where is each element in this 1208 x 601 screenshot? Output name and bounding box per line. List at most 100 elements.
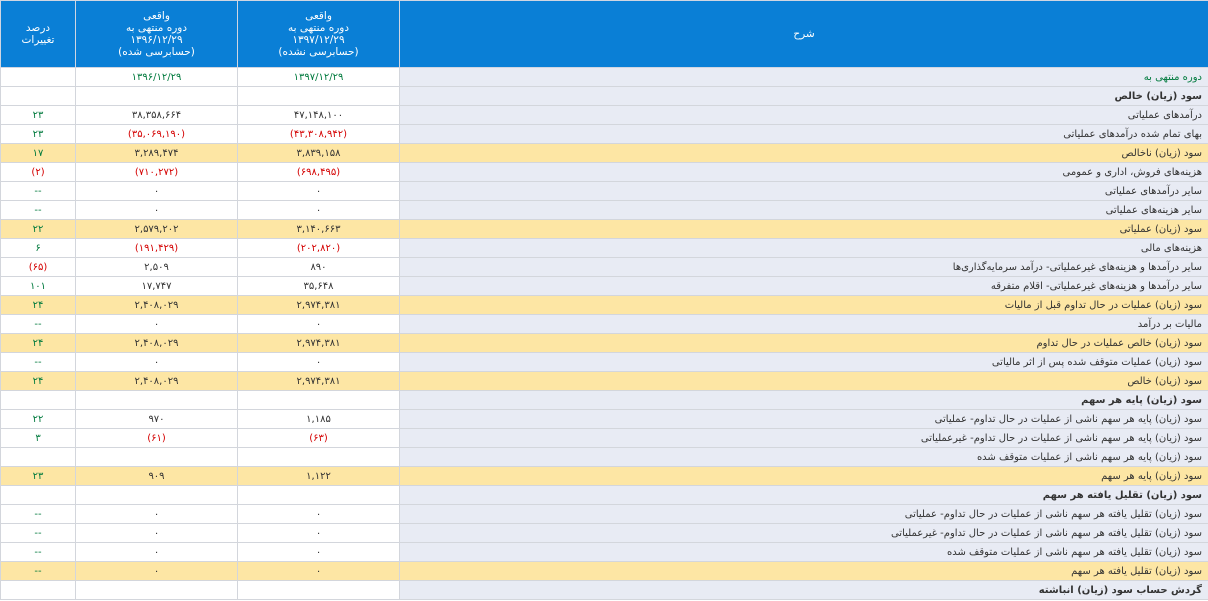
- statement-row: بهای تمام شده درآمدهای عملیاتی (۴۳,۳۰۸,۹۴…: [0, 124, 1208, 144]
- cell-value: ۲,۴۰۸,۰۲۹: [75, 295, 238, 315]
- row-label: سود (زیان) عملیاتی: [399, 219, 1208, 239]
- cell-value: (۶۹۸,۴۹۵): [237, 162, 400, 182]
- cell-value: [0, 485, 76, 505]
- cell-value: ۲۲: [0, 409, 76, 429]
- row-label: سود (زیان) پایه هر سهم ناشی از عملیات مت…: [399, 447, 1208, 467]
- cell-value: ۲,۴۰۸,۰۲۹: [75, 333, 238, 353]
- header-line: درصد: [25, 22, 51, 34]
- cell-value: ۴۷,۱۴۸,۱۰۰: [237, 105, 400, 125]
- header-row: شرح واقعی دوره منتهی به ۱۳۹۷/۱۲/۲۹ (حسابرسی …: [0, 0, 1208, 68]
- cell-value: ۰: [75, 523, 238, 543]
- cell-value: [75, 580, 238, 600]
- row-label: سود (زیان) پایه هر سهم ناشی از عملیات در…: [399, 409, 1208, 429]
- cell-value: ۰: [75, 352, 238, 372]
- row-label: دوره منتهی به: [399, 67, 1208, 87]
- statement-row: سود (زیان) پایه هر سهم ناشی از عملیات در…: [0, 409, 1208, 429]
- row-label: بهای تمام شده درآمدهای عملیاتی: [399, 124, 1208, 144]
- statement-row: سود (زیان) تقلیل یافته هر سهم: [0, 485, 1208, 505]
- row-label: سود (زیان) پایه هر سهم: [399, 390, 1208, 410]
- cell-value: [0, 86, 76, 106]
- cell-value: (۲۰۲,۸۲۰): [237, 238, 400, 258]
- row-label: سایر درآمدها و هزینه‌های غیرعملیاتی- درآ…: [399, 257, 1208, 277]
- cell-value: ۰: [237, 352, 400, 372]
- statement-row: هزینه‌های مالی (۲۰۲,۸۲۰) (۱۹۱,۴۲۹) ۶: [0, 238, 1208, 258]
- statement-row: سود (زیان) ناخالص ۳,۸۳۹,۱۵۸ ۳,۲۸۹,۴۷۴ ۱۷: [0, 143, 1208, 163]
- cell-value: (۳۵,۰۶۹,۱۹۰): [75, 124, 238, 144]
- row-label: سود (زیان) پایه هر سهم: [399, 466, 1208, 486]
- row-label: سود (زیان) خالص عملیات در حال تداوم: [399, 333, 1208, 353]
- cell-value: ۲,۹۷۴,۳۸۱: [237, 295, 400, 315]
- statement-row: سود (زیان) خالص: [0, 86, 1208, 106]
- row-label: درآمدهای عملیاتی: [399, 105, 1208, 125]
- cell-value: (۲): [0, 162, 76, 182]
- cell-value: ۰: [237, 314, 400, 334]
- cell-value: --: [0, 314, 76, 334]
- cell-value: ۰: [75, 542, 238, 562]
- row-label: سود (زیان) خالص: [399, 86, 1208, 106]
- statement-row: سود (زیان) خالص عملیات در حال تداوم ۲,۹۷۴…: [0, 333, 1208, 353]
- cell-value: ۱۰۱: [0, 276, 76, 296]
- statement-row: سود (زیان) خالص ۲,۹۷۴,۳۸۱ ۲,۴۰۸,۰۲۹ ۲۴: [0, 371, 1208, 391]
- row-label: سایر درآمدهای عملیاتی: [399, 181, 1208, 201]
- statement-row: سود (زیان) پایه هر سهم ناشی از عملیات در…: [0, 428, 1208, 448]
- cell-value: ۲۲: [0, 219, 76, 239]
- cell-value: ۰: [75, 200, 238, 220]
- cell-value: [75, 86, 238, 106]
- row-label: سود (زیان) پایه هر سهم ناشی از عملیات در…: [399, 428, 1208, 448]
- row-label: سود (زیان) تقلیل یافته هر سهم ناشی از عم…: [399, 523, 1208, 543]
- row-label: هزینه‌های مالی: [399, 238, 1208, 258]
- cell-value: ۲۴: [0, 333, 76, 353]
- cell-value: ۱,۱۲۲: [237, 466, 400, 486]
- cell-value: ۰: [237, 561, 400, 581]
- row-label: هزینه‌های فروش، اداری و عمومی: [399, 162, 1208, 182]
- cell-value: ۱۳۹۶/۱۲/۲۹: [75, 67, 238, 87]
- cell-value: ۳,۲۸۹,۴۷۴: [75, 143, 238, 163]
- cell-value: ۰: [237, 200, 400, 220]
- statement-row: گردش حساب سود (زیان) انباشته: [0, 580, 1208, 600]
- cell-value: ۳,۸۳۹,۱۵۸: [237, 143, 400, 163]
- statement-row: سود (زیان) تقلیل یافته هر سهم ۰ ۰ --: [0, 561, 1208, 581]
- statement-row: سایر درآمدها و هزینه‌های غیرعملیاتی- درآ…: [0, 257, 1208, 277]
- cell-value: ۰: [75, 504, 238, 524]
- cell-value: ۲۳: [0, 466, 76, 486]
- row-label: سود (زیان) عملیات در حال تداوم قبل از ما…: [399, 295, 1208, 315]
- cell-value: [237, 580, 400, 600]
- cell-value: [237, 447, 400, 467]
- cell-value: (۶۳): [237, 428, 400, 448]
- header-line: واقعی: [143, 10, 170, 22]
- statement-row: سایر درآمدهای عملیاتی ۰ ۰ --: [0, 181, 1208, 201]
- column-header: درصد تغییرات: [0, 0, 76, 68]
- column-header: واقعی دوره منتهی به ۱۳۹۷/۱۲/۲۹ (حسابرسی نشد…: [237, 0, 400, 68]
- header-line: ۱۳۹۷/۱۲/۲۹: [292, 34, 345, 46]
- statement-row: سایر هزینه‌های عملیاتی ۰ ۰ --: [0, 200, 1208, 220]
- cell-value: ۲۴: [0, 295, 76, 315]
- header-line: تغییرات: [21, 34, 55, 46]
- cell-value: ۳۵,۶۴۸: [237, 276, 400, 296]
- row-label: مالیات بر درآمد: [399, 314, 1208, 334]
- header-line: دوره منتهی به: [287, 22, 350, 34]
- cell-value: ۶: [0, 238, 76, 258]
- row-label: گردش حساب سود (زیان) انباشته: [399, 580, 1208, 600]
- row-label: سایر درآمدها و هزینه‌های غیرعملیاتی- اقل…: [399, 276, 1208, 296]
- row-label: سود (زیان) تقلیل یافته هر سهم: [399, 561, 1208, 581]
- cell-value: --: [0, 561, 76, 581]
- cell-value: ۱۷,۷۴۷: [75, 276, 238, 296]
- header-line: واقعی: [305, 10, 332, 22]
- cell-value: ۲,۵۷۹,۲۰۲: [75, 219, 238, 239]
- row-label: سایر هزینه‌های عملیاتی: [399, 200, 1208, 220]
- cell-value: [0, 390, 76, 410]
- row-label: سود (زیان) عملیات متوقف شده پس از اثر ما…: [399, 352, 1208, 372]
- header-line: شرح: [793, 28, 815, 40]
- row-label: سود (زیان) تقلیل یافته هر سهم: [399, 485, 1208, 505]
- cell-value: ۲,۹۷۴,۳۸۱: [237, 333, 400, 353]
- cell-value: [75, 447, 238, 467]
- cell-value: (۷۱۰,۲۷۲): [75, 162, 238, 182]
- cell-value: ۲,۴۰۸,۰۲۹: [75, 371, 238, 391]
- cell-value: ۰: [237, 523, 400, 543]
- cell-value: ۲,۹۷۴,۳۸۱: [237, 371, 400, 391]
- header-line: (حسابرسی نشده): [278, 46, 359, 58]
- column-header: شرح: [399, 0, 1208, 68]
- statement-row: سود (زیان) تقلیل یافته هر سهم ناشی از عم…: [0, 523, 1208, 543]
- statement-row: سود (زیان) پایه هر سهم ناشی از عملیات مت…: [0, 447, 1208, 467]
